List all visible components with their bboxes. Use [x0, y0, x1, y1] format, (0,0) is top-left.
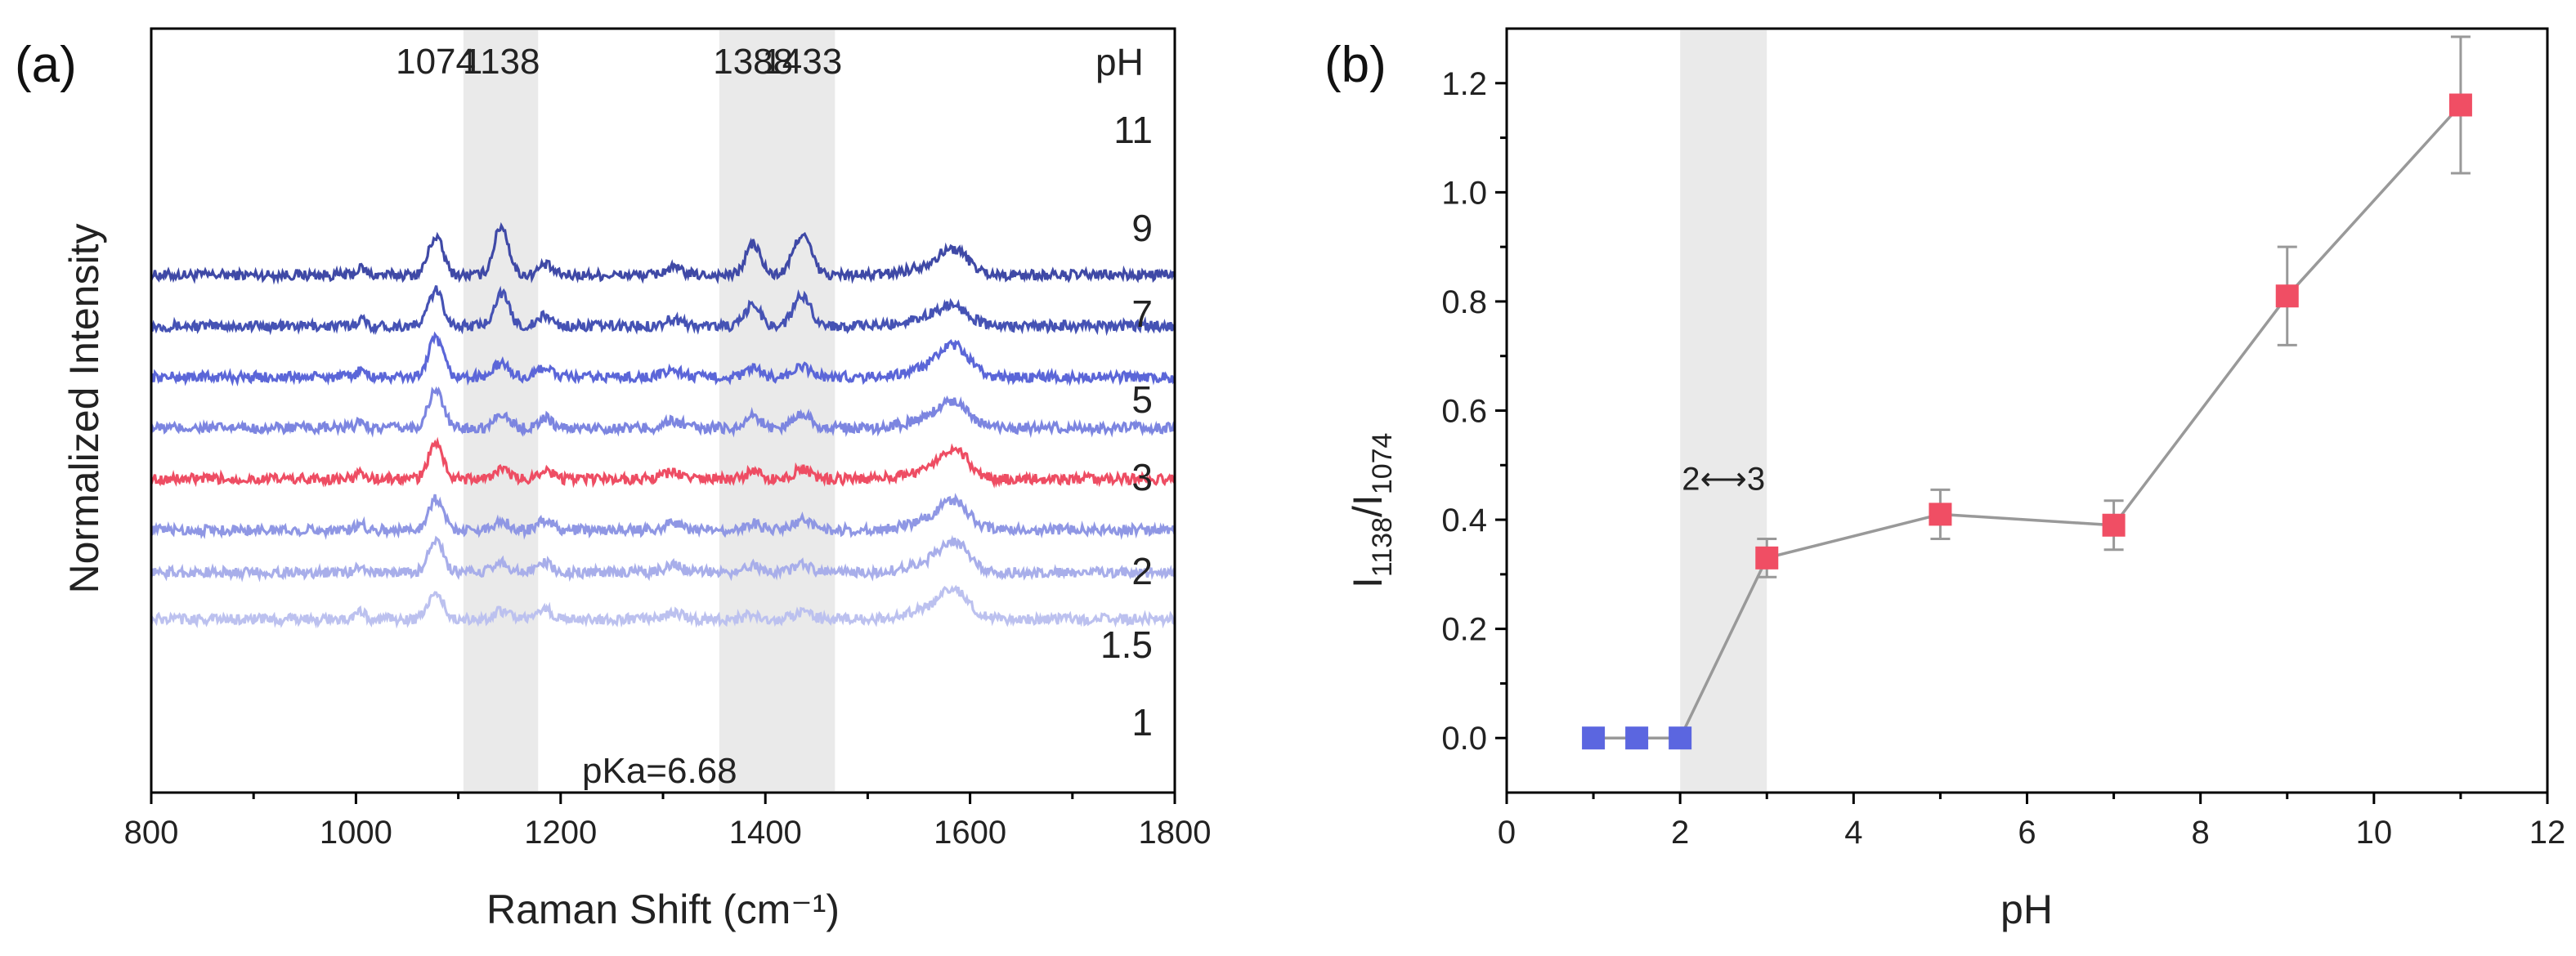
- panel-a-x-axis-label: Raman Shift (cm⁻¹): [486, 887, 840, 932]
- data-point-ph-3: [1755, 546, 1779, 570]
- x-tick-label: 1400: [729, 815, 802, 851]
- ph-label-1: 1: [1131, 701, 1153, 744]
- panel-b-y-axis-label: I1138/I1074: [1345, 433, 1398, 588]
- data-point-ph-1: [1582, 726, 1606, 750]
- data-point-ph-1-5: [1625, 726, 1649, 750]
- x-tick-label: 8: [2192, 815, 2210, 851]
- ph-label-1-5: 1.5: [1100, 623, 1153, 666]
- panel-b-label: (b): [1324, 37, 1387, 93]
- x-tick-label: 0: [1498, 815, 1516, 851]
- spectrum-ph-1: [150, 584, 1176, 629]
- panel-a-label: (a): [15, 37, 77, 93]
- x-tick-label: 1000: [320, 815, 392, 851]
- ph-label-5: 5: [1131, 378, 1153, 421]
- data-point-ph-9: [2275, 284, 2299, 308]
- shaded-band-0: [463, 30, 539, 791]
- x-tick-label: 1600: [934, 815, 1006, 851]
- spectrum-ph-2: [150, 493, 1176, 540]
- x-tick-label: 4: [1844, 815, 1862, 851]
- x-tick-label: 2: [1671, 815, 1689, 851]
- data-point-ph-11: [2448, 93, 2472, 117]
- y-tick-label: 0.0: [1441, 721, 1487, 757]
- spectrum-ph-5: [150, 386, 1176, 439]
- y-tick-label: 1.0: [1441, 175, 1487, 211]
- ph-label-2: 2: [1131, 550, 1153, 592]
- peak-label-1074: 1074: [396, 42, 476, 82]
- spectrum-ph-7: [150, 331, 1176, 386]
- peak-label-1138: 1138: [463, 42, 540, 82]
- shaded-band-ph-2-3: [1680, 30, 1767, 791]
- panel-b-plot-frame: [1505, 27, 2549, 794]
- y-tick-label: 1.2: [1441, 66, 1487, 102]
- x-tick-label: 6: [2018, 815, 2036, 851]
- ph-label-3: 3: [1131, 456, 1153, 498]
- data-point-ph-5: [1929, 503, 1952, 526]
- pka-annotation: pKa=6.68: [582, 751, 737, 791]
- ph-label-11: 11: [1113, 109, 1153, 151]
- ph-legend-title: pH: [1095, 41, 1144, 83]
- y-tick-label: 0.4: [1441, 503, 1487, 538]
- x-tick-label: 1200: [524, 815, 597, 851]
- panel-b-x-axis-label: pH: [2000, 887, 2053, 932]
- x-tick-label: 12: [2529, 815, 2566, 851]
- ph-range-annotation: 2⟷3: [1682, 461, 1765, 497]
- spectrum-ph-9: [150, 285, 1176, 337]
- data-point-ph-2: [1669, 726, 1692, 750]
- data-point-ph-7: [2102, 513, 2126, 537]
- ph-label-7: 7: [1131, 293, 1153, 335]
- spectrum-ph-3: [150, 436, 1176, 489]
- ph-label-9: 9: [1131, 207, 1153, 249]
- peak-label-1388: 1388: [713, 42, 793, 82]
- x-tick-label: 800: [124, 815, 179, 851]
- x-tick-label: 10: [2356, 815, 2393, 851]
- shaded-band-1: [719, 30, 836, 791]
- panel-a-plot-frame: [150, 27, 1176, 794]
- panel-a-y-axis-label: Normalized Intensity: [61, 224, 107, 594]
- y-tick-label: 0.8: [1441, 284, 1487, 320]
- x-tick-label: 1800: [1139, 815, 1212, 851]
- spectrum-ph-11: [150, 221, 1176, 285]
- panel-b-ratio: (b) 2⟷3 0 2 4 6 8 10 12 0.00.20.40.60.81.01.2 …: [1324, 27, 2566, 932]
- peak-label-1433: 1433: [762, 42, 842, 82]
- spectrum-ph-1-5: [150, 534, 1176, 583]
- y-tick-label: 0.2: [1441, 612, 1487, 648]
- y-tick-label: 0.6: [1441, 394, 1487, 430]
